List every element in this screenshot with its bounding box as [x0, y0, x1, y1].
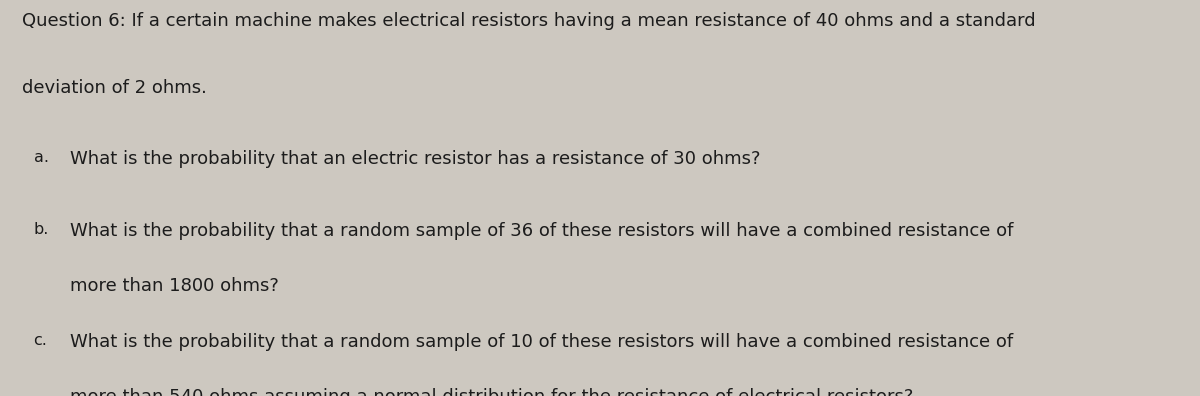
- Text: deviation of 2 ohms.: deviation of 2 ohms.: [22, 79, 206, 97]
- Text: Question 6: If a certain machine makes electrical resistors having a mean resist: Question 6: If a certain machine makes e…: [22, 12, 1036, 30]
- Text: What is the probability that a random sample of 10 of these resistors will have : What is the probability that a random sa…: [70, 333, 1013, 350]
- Text: more than 1800 ohms?: more than 1800 ohms?: [70, 277, 278, 295]
- Text: a.: a.: [34, 150, 48, 166]
- Text: c.: c.: [34, 333, 48, 348]
- Text: What is the probability that a random sample of 36 of these resistors will have : What is the probability that a random sa…: [70, 222, 1013, 240]
- Text: more than 540 ohms assuming a normal distribution for the resistance of electric: more than 540 ohms assuming a normal dis…: [70, 388, 913, 396]
- Text: b.: b.: [34, 222, 49, 237]
- Text: What is the probability that an electric resistor has a resistance of 30 ohms?: What is the probability that an electric…: [70, 150, 760, 168]
